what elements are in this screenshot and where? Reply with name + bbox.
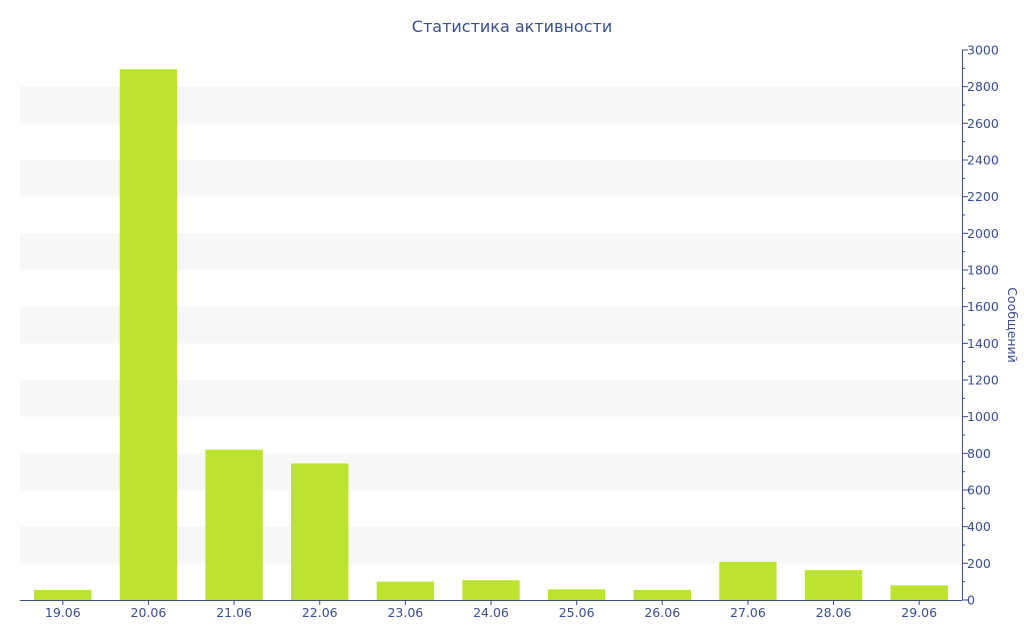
y-tick-label: 1600: [967, 299, 999, 314]
x-tick-label: 20.06: [131, 605, 167, 620]
bar-23.06[interactable]: [376, 581, 435, 600]
bar-27.06[interactable]: [719, 561, 777, 600]
bar-25.06[interactable]: [547, 589, 606, 600]
bar-20.06[interactable]: [119, 69, 178, 600]
y-tick-label: 1800: [967, 263, 999, 278]
x-tick-label: 23.06: [387, 605, 423, 620]
y-tick-label: 3000: [967, 43, 999, 58]
y-tick-label: 1200: [967, 373, 999, 388]
x-tick-label: 19.06: [45, 605, 81, 620]
bar-24.06[interactable]: [462, 580, 520, 600]
x-tick-label: 28.06: [816, 605, 852, 620]
bar-28.06[interactable]: [804, 570, 863, 600]
x-tick-label: 26.06: [644, 605, 680, 620]
y-tick-label: 400: [967, 519, 991, 534]
x-tick-label: 24.06: [473, 605, 509, 620]
y-tick-label: 2800: [967, 79, 999, 94]
bar-22.06[interactable]: [291, 463, 349, 600]
x-tick-label: 25.06: [559, 605, 595, 620]
y-tick-label: 200: [967, 556, 991, 571]
x-tick-label: 22.06: [302, 605, 338, 620]
bar-19.06[interactable]: [34, 589, 92, 600]
x-tick-label: 29.06: [901, 605, 937, 620]
y-tick-label: 1000: [967, 409, 999, 424]
bar-21.06[interactable]: [205, 449, 263, 600]
y-axis-title: Сообщений: [1005, 287, 1020, 363]
y-tick-label: 600: [967, 483, 991, 498]
axes: 19.06 20.06 21.06 22.06 23.06 24.06 25.06 26.06…: [20, 43, 999, 620]
y-tick-label: 2400: [967, 153, 999, 168]
y-tick-label: 0: [967, 593, 975, 608]
bar-29.06[interactable]: [890, 585, 948, 600]
bar-26.06[interactable]: [633, 589, 691, 600]
y-tick-label: 2200: [967, 189, 999, 204]
y-tick-label: 1400: [967, 336, 999, 351]
y-tick-label: 2000: [967, 226, 999, 241]
y-tick-label: 2600: [967, 116, 999, 131]
y-tick-label: 800: [967, 446, 991, 461]
x-tick-label: 21.06: [216, 605, 252, 620]
chart-title: Статистика активности: [412, 17, 612, 36]
bars: [34, 69, 948, 600]
x-tick-label: 27.06: [730, 605, 766, 620]
